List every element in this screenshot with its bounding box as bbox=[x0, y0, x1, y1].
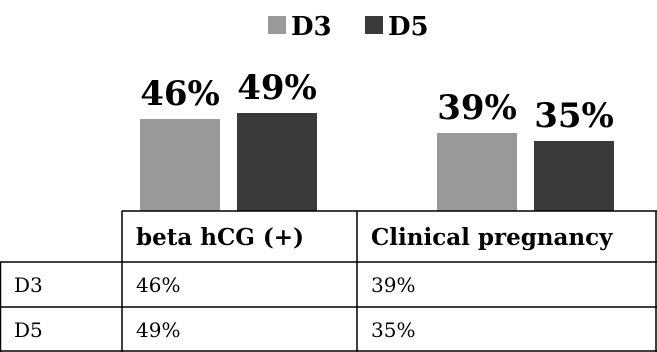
table-cell: 35% bbox=[371, 318, 415, 342]
data-label-d3-2: 39% bbox=[437, 88, 517, 128]
legend-label-d5: D5 bbox=[388, 12, 429, 42]
bar-d5-1 bbox=[237, 113, 317, 211]
bar-d3-2 bbox=[437, 133, 517, 211]
data-label-d5-1: 49% bbox=[237, 68, 317, 108]
table-row-label: D3 bbox=[14, 273, 43, 297]
table-cell: 46% bbox=[136, 273, 180, 297]
legend-swatch-d3 bbox=[268, 16, 286, 34]
data-label-d3-1: 46% bbox=[140, 74, 220, 114]
bar-d3-1 bbox=[140, 119, 220, 211]
legend-label-d3: D3 bbox=[291, 12, 332, 42]
legend-swatch-d5 bbox=[365, 16, 383, 34]
table-row-label: D5 bbox=[14, 318, 43, 342]
table-header-2: Clinical pregnancy bbox=[371, 224, 613, 251]
table-cell: 49% bbox=[136, 318, 180, 342]
table-cell: 39% bbox=[371, 273, 415, 297]
table-header-1: beta hCG (+) bbox=[136, 224, 304, 251]
bar-d5-2 bbox=[534, 141, 614, 211]
data-label-d5-2: 35% bbox=[534, 96, 614, 136]
